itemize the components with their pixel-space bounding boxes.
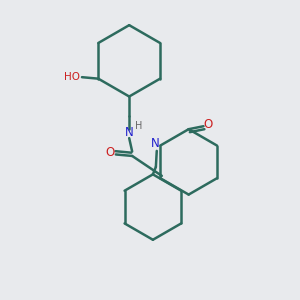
Text: O: O: [105, 146, 115, 160]
Text: N: N: [151, 137, 159, 150]
Text: O: O: [204, 118, 213, 131]
Text: HO: HO: [64, 72, 80, 82]
Text: H: H: [135, 121, 142, 131]
Text: N: N: [125, 126, 134, 139]
